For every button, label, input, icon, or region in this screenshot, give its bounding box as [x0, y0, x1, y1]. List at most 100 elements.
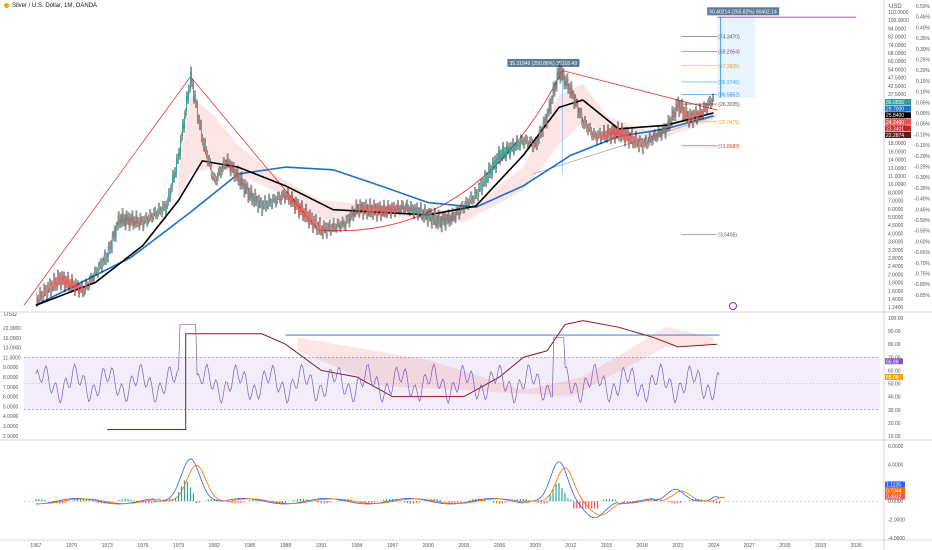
pct-tick: -0.70% [914, 261, 930, 267]
price-tag-label: 22.2874 [886, 133, 904, 139]
rsi-tick: 30.00 [888, 408, 901, 414]
pct-tick: -0.45% [914, 207, 930, 213]
price-tick: 10.0000 [888, 182, 906, 188]
fib-level-label: (59.2054) [718, 49, 740, 55]
pct-tick: 0.50% [916, 4, 931, 10]
price-tag-label: 36.0556 [886, 100, 904, 106]
price-tag-label: 25.8400 [886, 113, 904, 119]
currency-label-rsi: USD [4, 312, 17, 318]
pct-tick: 0.20% [916, 68, 931, 74]
macd-tick: 4.0000 [888, 462, 904, 468]
pct-tick: 0.45% [916, 15, 931, 21]
rsi-tick: 50.00 [888, 382, 901, 388]
time-tick: 1967 [30, 543, 41, 549]
rsi-left-tick: 4.0000 [3, 414, 19, 420]
pct-tick: 0.05% [916, 100, 931, 106]
price-tag [885, 118, 911, 125]
triangle-bottom [532, 115, 718, 175]
pct-tick: -0.25% [914, 165, 930, 171]
rsi-left-tick: 11.0000 [3, 355, 21, 361]
time-tick: 2003 [458, 543, 469, 549]
annotation-box [707, 7, 780, 16]
rsi-line [35, 324, 720, 405]
rsi-tick: 60.00 [888, 368, 901, 374]
macd-tick: 0.0000 [888, 499, 904, 505]
macd-tag [885, 487, 905, 494]
price-bars [36, 63, 715, 307]
macd-tick: -2.0000 [888, 518, 905, 524]
price-tick: 2.0000 [888, 272, 904, 278]
price-tag [885, 125, 911, 132]
rsi-tick: 80.00 [888, 342, 901, 348]
price-tag-label: 23.3401 [886, 126, 904, 132]
time-tick: 2036 [851, 543, 862, 549]
price-tick: 3.2000 [888, 248, 904, 254]
triangle-top [562, 70, 718, 111]
time-tick: 2024 [708, 543, 719, 549]
time-tick: 2009 [530, 543, 541, 549]
price-tick: 6.0000 [888, 207, 904, 213]
time-tick: 1973 [102, 543, 113, 549]
rsi-tick: 20.00 [888, 421, 901, 427]
time-tick: 2033 [815, 543, 826, 549]
pct-tick: -0.80% [914, 282, 930, 288]
fib-level-label: (20.0475) [718, 120, 740, 126]
price-tick: 82.0000 [888, 35, 906, 41]
price-tick: 37.5000 [888, 92, 906, 98]
macd-tag [885, 493, 905, 500]
price-tick: 16.0000 [888, 149, 906, 155]
rsi-tick: 40.00 [888, 395, 901, 401]
price-tag [885, 99, 911, 105]
pct-tick: -0.35% [914, 186, 930, 192]
macd-tick: 6.0000 [888, 444, 904, 450]
time-tick: 2021 [672, 543, 683, 549]
macd-tag [885, 481, 905, 488]
signal-line [41, 464, 725, 516]
time-tick: 2027 [744, 543, 755, 549]
price-tick: 2.4000 [888, 264, 904, 270]
pct-tick: -0.50% [914, 218, 930, 224]
price-tick: 11.0000 [888, 174, 906, 180]
symbol-header: Silver / U.S. Dollar, 1M, OANDA [4, 3, 97, 9]
pct-tick: 0.35% [916, 36, 931, 42]
time-tick: 1994 [351, 543, 362, 549]
fib-level-label: (36.9745) [718, 80, 740, 86]
pct-tick: -0.10% [914, 132, 930, 138]
price-tag [885, 105, 911, 112]
price-tick: 1.8000 [888, 281, 904, 287]
time-tick: 2018 [637, 543, 648, 549]
rsi-left-tick: 2.9000 [3, 434, 19, 440]
price-tag-label: 29.7000 [886, 107, 904, 113]
time-tick: 1982 [209, 543, 220, 549]
rsi-left-tick: 3.0000 [3, 424, 19, 430]
price-tag [885, 112, 911, 119]
currency-label: USD [889, 4, 902, 10]
rsi-left-tick: 8.0000 [3, 375, 19, 381]
price-tick: 4.0000 [888, 231, 904, 237]
pct-tick: 0.15% [916, 79, 931, 85]
symbol-dot-icon [4, 3, 9, 8]
price-tick: 110.0000 [888, 10, 909, 16]
rsi-left-tick: 9.0000 [3, 365, 19, 371]
price-tick: 14.0000 [888, 158, 906, 164]
fib-level-label: (13.8683) [718, 144, 740, 150]
price-tick: 1.2400 [888, 305, 904, 311]
projection-box [717, 17, 756, 98]
fib-level-label: (26.3035) [718, 102, 740, 108]
price-tick: 3.6000 [888, 240, 904, 246]
rsi-left-tick: 6.0000 [3, 395, 19, 401]
annotation-label: 35.31849 (250.86%) 35318.49 [509, 61, 577, 67]
fib-level-label: (30.5852) [718, 92, 740, 98]
price-tick: 5.0000 [888, 215, 904, 221]
price-tick: 47.5000 [888, 76, 906, 82]
cup-arc [318, 70, 563, 232]
alert-icon [729, 302, 737, 310]
time-tick: 1970 [66, 543, 77, 549]
time-tick: 1979 [173, 543, 184, 549]
pct-tick: -0.30% [914, 175, 930, 181]
pct-tick: -0.55% [914, 229, 930, 235]
rsi-left-tick: 7.0000 [3, 385, 19, 391]
macd-tag-label: 0.7344 [886, 489, 902, 495]
fib-level-label: (3.5405) [718, 233, 737, 239]
